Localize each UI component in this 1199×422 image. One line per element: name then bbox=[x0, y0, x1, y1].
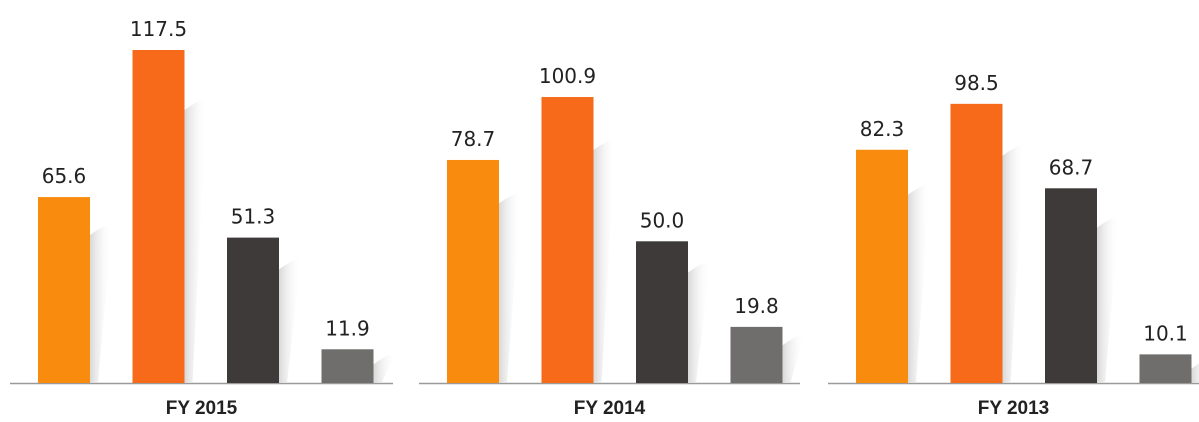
bar bbox=[132, 50, 185, 383]
value-label: 11.9 bbox=[325, 316, 370, 340]
value-label: 51.3 bbox=[231, 205, 276, 229]
value-label: 50.0 bbox=[640, 208, 685, 232]
bar-shadow bbox=[499, 191, 521, 383]
bar bbox=[38, 197, 90, 383]
bar-shadow bbox=[782, 333, 805, 383]
value-label: 19.8 bbox=[734, 294, 779, 318]
value-label: 100.9 bbox=[539, 64, 596, 88]
value-label: 68.7 bbox=[1049, 155, 1094, 179]
bar bbox=[1045, 188, 1097, 383]
bar bbox=[636, 241, 688, 383]
chart-title: FY 2014 bbox=[574, 398, 646, 419]
bar bbox=[730, 326, 783, 383]
bar bbox=[856, 149, 908, 383]
value-label: 117.5 bbox=[130, 17, 187, 41]
bar bbox=[227, 237, 279, 383]
value-label: 78.7 bbox=[451, 127, 496, 151]
bar bbox=[447, 159, 499, 383]
bar-shadow bbox=[373, 352, 396, 383]
bar bbox=[321, 349, 374, 383]
bar-shadow bbox=[90, 222, 112, 383]
bar bbox=[950, 103, 1003, 384]
bar-shadow bbox=[1097, 215, 1119, 383]
bar-shadow bbox=[593, 137, 616, 383]
bar-shadow bbox=[908, 182, 930, 383]
value-label: 10.1 bbox=[1143, 321, 1188, 345]
value-label: 65.6 bbox=[42, 164, 87, 188]
bar-shadow bbox=[688, 260, 710, 383]
bar-shadow bbox=[279, 257, 301, 383]
bar-shadow bbox=[1002, 143, 1025, 383]
value-label: 98.5 bbox=[954, 71, 999, 95]
bar-shadow bbox=[184, 97, 207, 383]
bar-shadow bbox=[1191, 363, 1199, 383]
bar bbox=[541, 97, 594, 383]
chart-title: FY 2015 bbox=[166, 398, 238, 419]
chart-title: FY 2013 bbox=[978, 398, 1049, 419]
value-label: 82.3 bbox=[860, 117, 905, 141]
bar bbox=[1139, 354, 1192, 383]
